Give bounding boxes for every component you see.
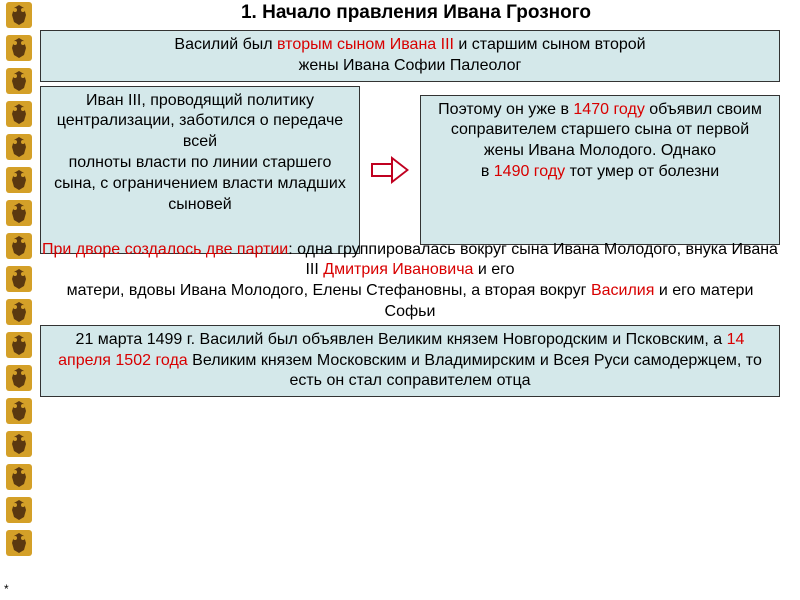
eagle-emblem-icon (4, 231, 34, 261)
eagle-emblem-icon (4, 33, 34, 63)
arrow-right-icon (371, 156, 409, 184)
highlight-text: вторым сыном Ивана III (277, 36, 454, 53)
info-box-4: 21 марта 1499 г. Василий был объявлен Ве… (40, 325, 780, 397)
eagle-emblem-icon (4, 264, 34, 294)
text: матери, вдовы Ивана Молодого, Елены Стеф… (67, 282, 591, 299)
text: и старшим сыном второй (454, 36, 646, 53)
row-2: Иван III, проводящий политику централиза… (40, 86, 780, 254)
highlight-text: Василия (591, 282, 654, 299)
slide-content: 1. Начало правления Ивана Грозного Васил… (40, 2, 792, 397)
info-box-1: Василий был вторым сыном Ивана III и ста… (40, 30, 780, 82)
info-box-2b: Поэтому он уже в 1470 году объявил своим… (420, 95, 780, 245)
info-box-2a: Иван III, проводящий политику централиза… (40, 86, 360, 254)
highlight-text: 1490 году (494, 163, 565, 180)
eagle-emblem-icon (4, 330, 34, 360)
eagle-emblem-icon (4, 363, 34, 393)
text: и его (473, 261, 514, 278)
highlight-text: Дмитрия Ивановича (323, 261, 473, 278)
eagle-emblem-icon (4, 198, 34, 228)
text: Великим князем Московским и Владимирским… (188, 352, 762, 390)
arrow-wrap (360, 156, 420, 184)
text: Василий был (174, 36, 277, 53)
slide-title: 1. Начало правления Ивана Грозного (40, 2, 792, 24)
text: 21 марта 1499 г. Василий был объявлен Ве… (76, 331, 727, 348)
eagle-emblem-icon (4, 165, 34, 195)
emblem-column (4, 0, 34, 561)
eagle-emblem-icon (4, 132, 34, 162)
footnote-marker: * (4, 582, 9, 596)
text: тот умер от болезни (565, 163, 719, 180)
highlight-text: 1470 году (573, 101, 644, 118)
highlight-text: При дворе создалось две партии (42, 241, 288, 258)
eagle-emblem-icon (4, 0, 34, 30)
text-block-3: При дворе создалось две партии: одна гру… (40, 240, 780, 323)
eagle-emblem-icon (4, 429, 34, 459)
eagle-emblem-icon (4, 528, 34, 558)
eagle-emblem-icon (4, 66, 34, 96)
eagle-emblem-icon (4, 99, 34, 129)
eagle-emblem-icon (4, 495, 34, 525)
eagle-emblem-icon (4, 462, 34, 492)
eagle-emblem-icon (4, 396, 34, 426)
eagle-emblem-icon (4, 297, 34, 327)
text: Иван III, проводящий политику централиза… (54, 92, 346, 213)
text: Поэтому он уже в (438, 101, 573, 118)
text: жены Ивана Софии Палеолог (299, 57, 522, 74)
text: в (481, 163, 494, 180)
